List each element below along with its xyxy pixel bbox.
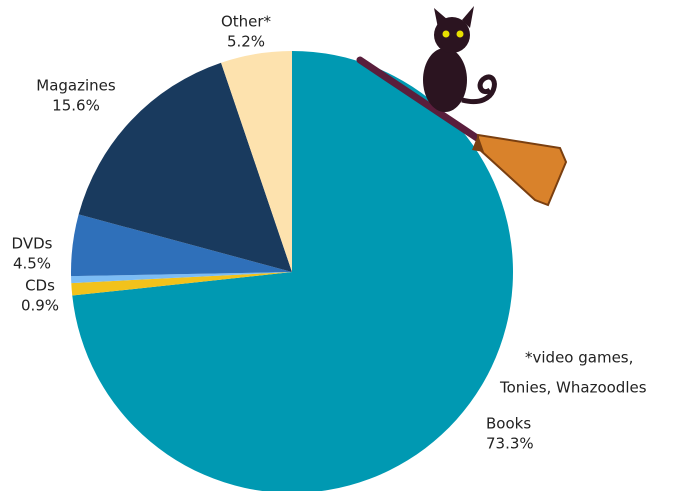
- pie-slice: [221, 51, 292, 272]
- slice-value-label: 4.5%: [13, 255, 51, 273]
- slice-category: Other*: [221, 13, 272, 31]
- pie-slice: [71, 272, 292, 296]
- witch-cat-decoration: [356, 6, 568, 207]
- slice-value-label: 15.6%: [52, 97, 100, 115]
- pie-slice: [72, 51, 513, 491]
- footnote: Tonies, Whazoodles: [499, 379, 647, 397]
- slice-category: CDs: [25, 277, 55, 295]
- slice-value-label: 5.2%: [227, 33, 265, 51]
- slice-value-label: 0.9%: [21, 297, 59, 315]
- slice-category: Magazines: [36, 77, 116, 95]
- pie-slice: [71, 272, 292, 284]
- pie-slice: [78, 62, 292, 273]
- slice-category: Books: [486, 415, 531, 433]
- pie-slice: [71, 214, 292, 277]
- slice-value-label: 73.3%: [486, 435, 534, 453]
- footnote: *video games,: [525, 349, 633, 367]
- pie: [71, 51, 513, 491]
- slice-category: DVDs: [12, 235, 53, 253]
